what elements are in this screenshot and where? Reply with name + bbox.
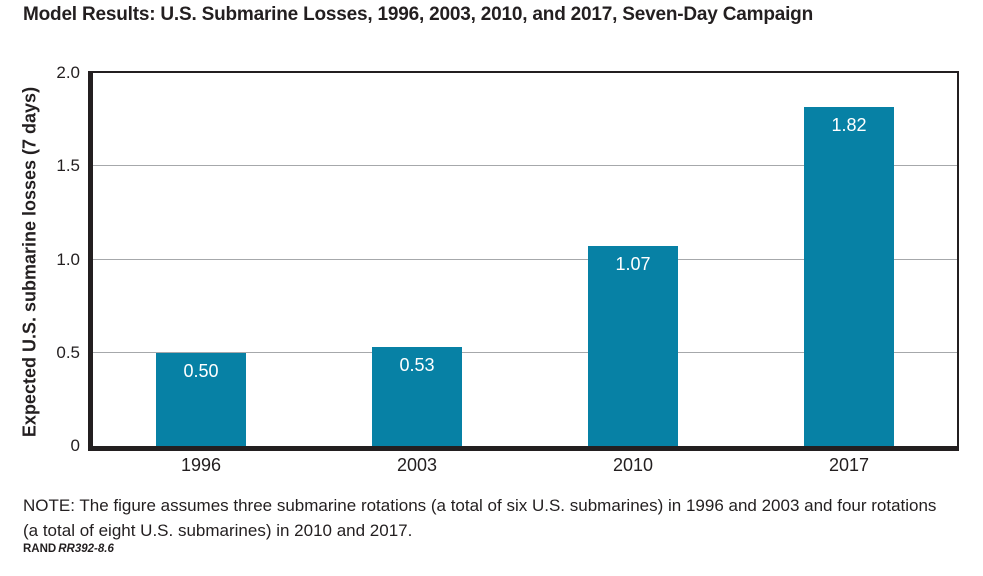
chart-title: Model Results: U.S. Submarine Losses, 19… bbox=[23, 4, 813, 25]
plot-area: 0.50 0.53 1.07 1.82 bbox=[88, 71, 959, 451]
x-tick-label-2010: 2010 bbox=[612, 455, 654, 475]
bar-value-label: 0.50 bbox=[183, 360, 219, 381]
figure-note: NOTE: The figure assumes three submarine… bbox=[23, 496, 937, 540]
x-axis-ticks: 1996 2003 2010 2017 bbox=[93, 454, 957, 478]
bar-2003: 0.53 bbox=[372, 347, 462, 446]
y-tick-label: 2.0 bbox=[56, 63, 80, 82]
x-tick-label-2017: 2017 bbox=[828, 455, 870, 475]
x-tick-label-1996: 1996 bbox=[180, 455, 222, 475]
gridline bbox=[93, 351, 957, 353]
bar-value-label: 0.53 bbox=[399, 355, 435, 376]
source-document-id: RR392-8.6 bbox=[58, 543, 114, 555]
bar-value-label: 1.07 bbox=[615, 254, 651, 275]
gridline bbox=[93, 258, 957, 260]
y-tick-label: 0 bbox=[70, 436, 80, 455]
bar-2017: 1.82 bbox=[804, 106, 894, 446]
y-tick-label: 1.0 bbox=[56, 249, 80, 269]
y-axis-ticks: 0 0.5 1.0 1.5 2.0 bbox=[0, 63, 80, 455]
source-brand: RAND bbox=[23, 543, 57, 555]
y-tick-label: 0.5 bbox=[56, 342, 80, 362]
figure-source: RAND RR392-8.6 bbox=[23, 542, 114, 556]
bar-2010: 1.07 bbox=[588, 246, 678, 446]
bar-value-label: 1.82 bbox=[831, 114, 867, 135]
x-tick-label-2003: 2003 bbox=[396, 455, 438, 475]
y-tick-label: 1.5 bbox=[56, 156, 80, 176]
gridline bbox=[93, 165, 957, 167]
bar-1996: 0.50 bbox=[156, 352, 246, 446]
